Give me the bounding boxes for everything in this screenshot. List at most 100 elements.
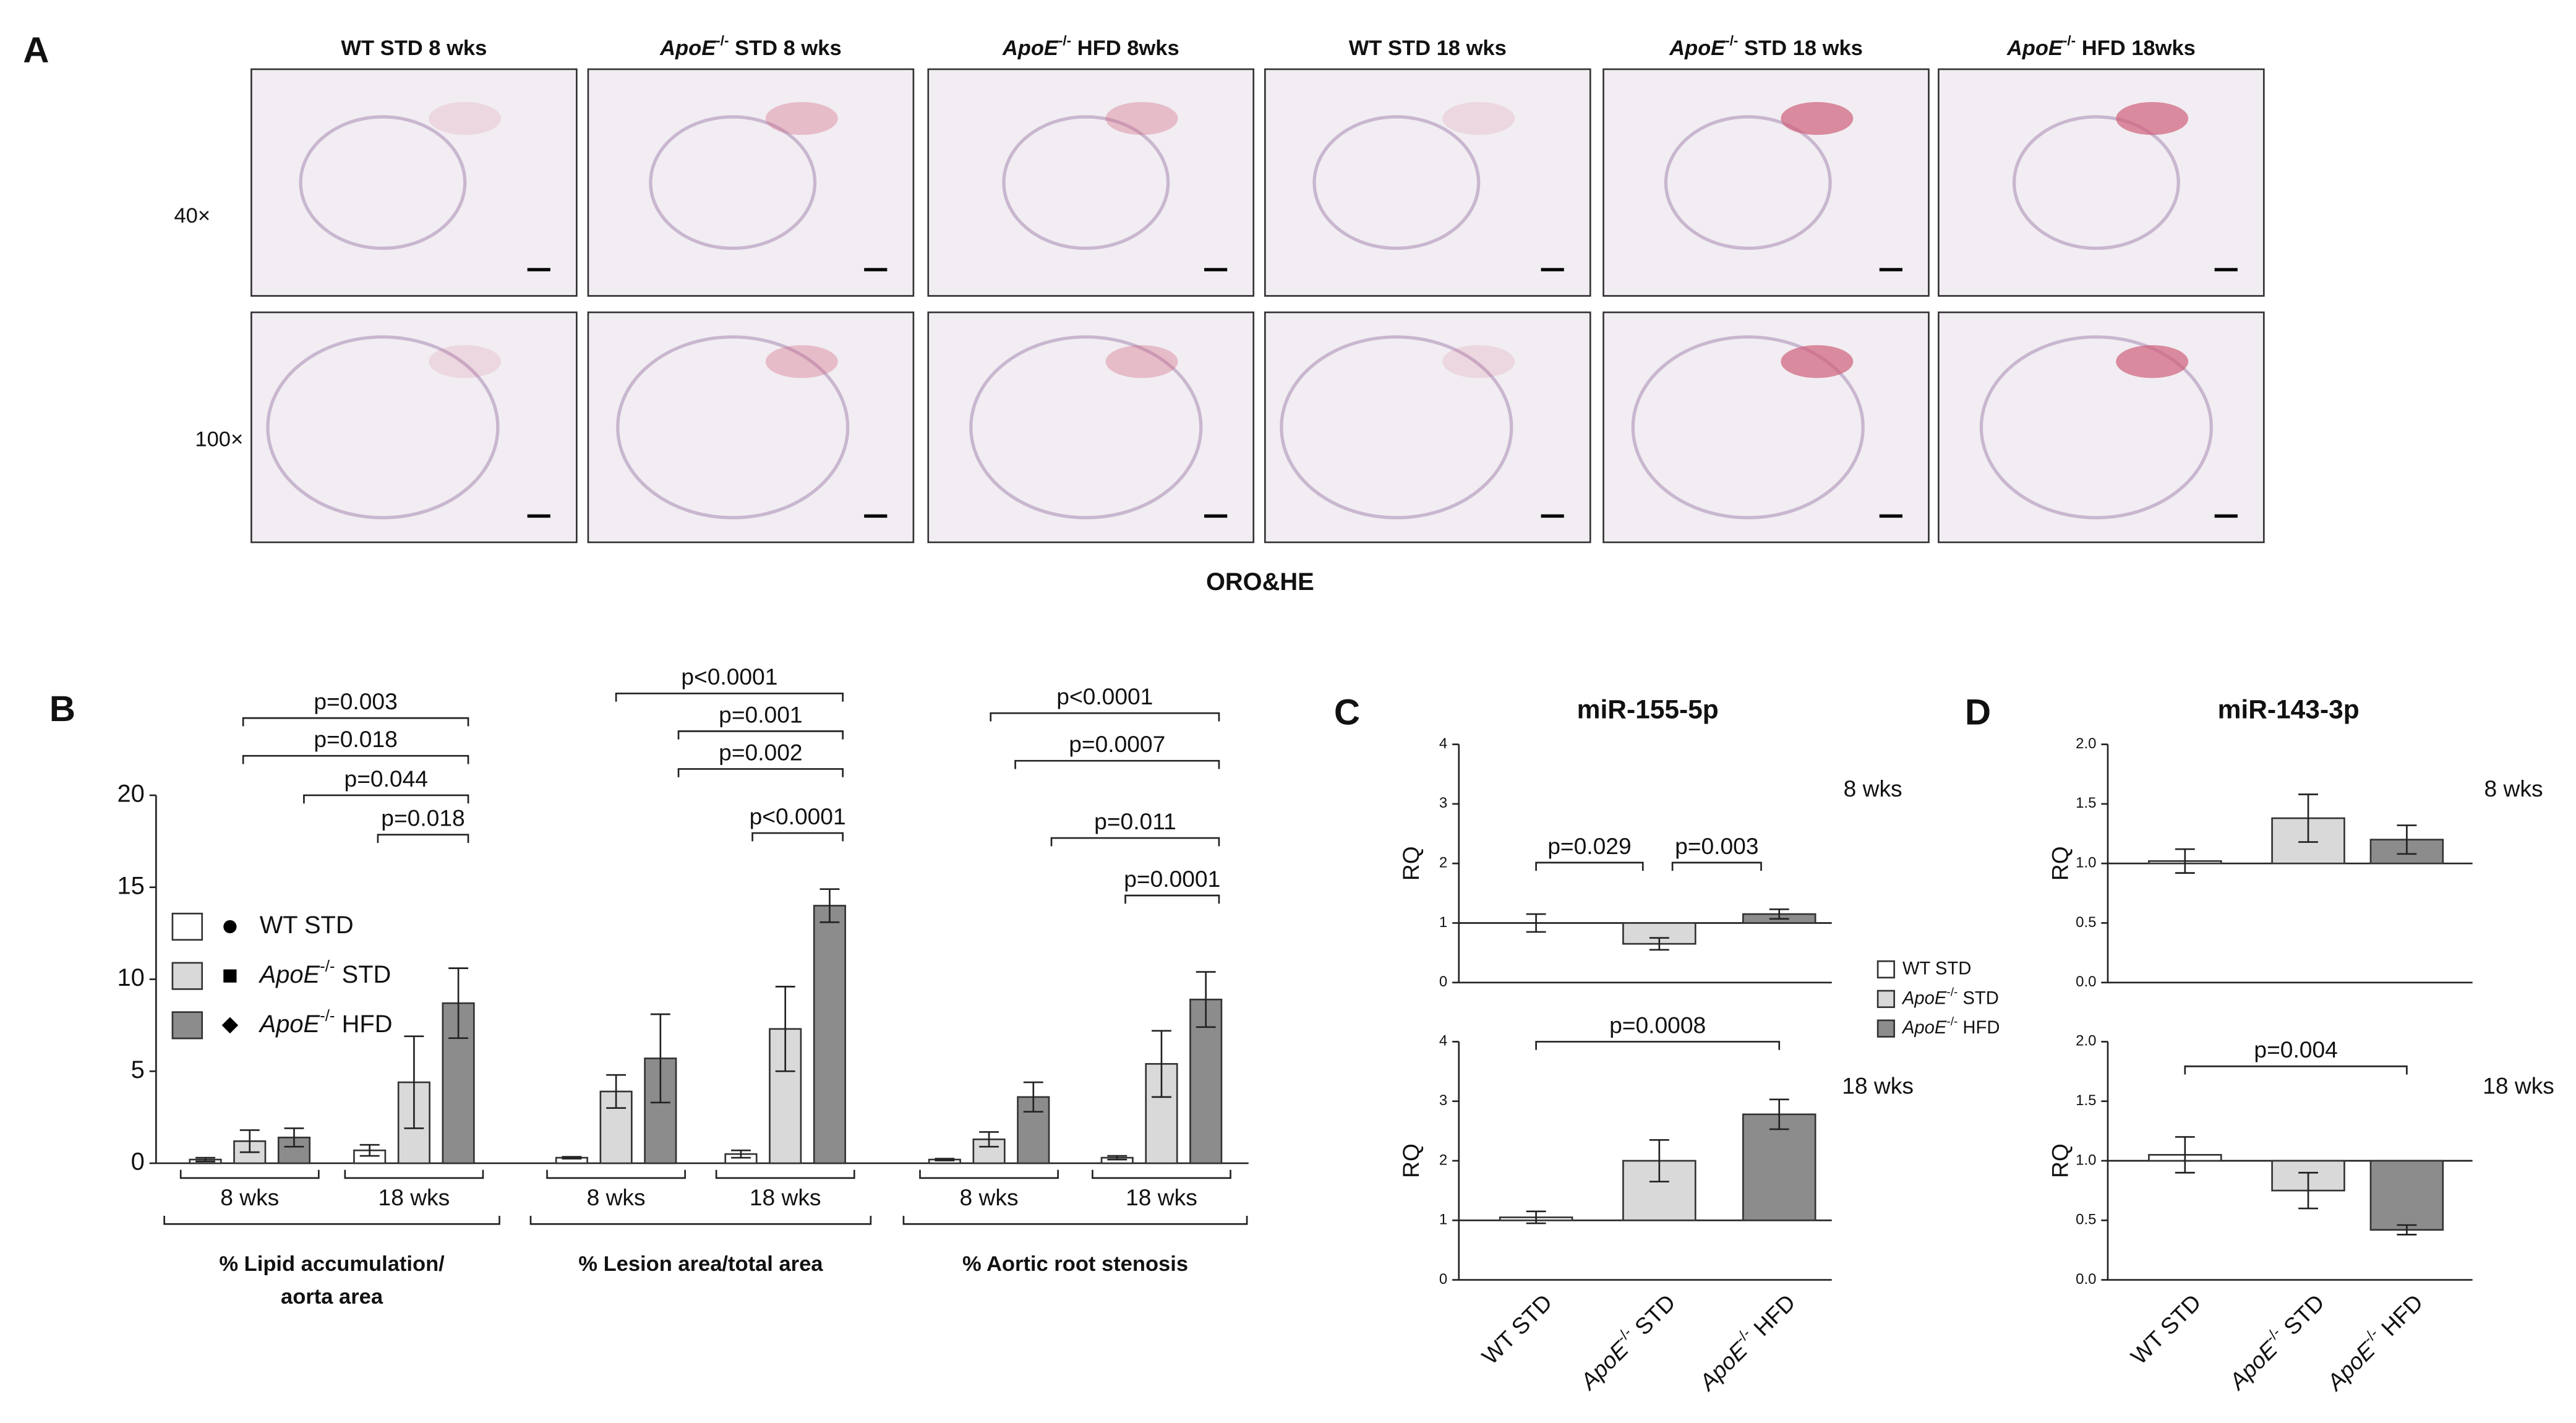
bar xyxy=(2369,1160,2444,1231)
significance-label: p=0.0007 xyxy=(1069,731,1165,757)
y-tick-label: 0.5 xyxy=(2076,1211,2096,1228)
significance-label: p=0.0001 xyxy=(1124,866,1220,892)
micrograph xyxy=(587,68,915,297)
significance-label: p<0.0001 xyxy=(1056,683,1153,709)
x-tick-label: ApoE-/- STD xyxy=(2222,1288,2329,1395)
subgroup-bracket xyxy=(919,1169,1059,1179)
legend-swatch xyxy=(171,1011,203,1040)
micrograph xyxy=(250,68,578,297)
y-tick-label: 4 xyxy=(1439,1033,1447,1049)
x-tick-label: ApoE-/- HFD xyxy=(2319,1288,2428,1396)
tissue xyxy=(1664,115,1832,250)
legend-swatch xyxy=(171,962,203,990)
micrograph xyxy=(1938,311,2265,544)
micrograph xyxy=(587,311,915,544)
y-tick-label: 1 xyxy=(1439,1211,1447,1228)
chart-title: miR-155-5p xyxy=(1577,696,1719,725)
group-label: % Lesion area/total area xyxy=(578,1252,823,1276)
significance-bracket xyxy=(242,754,469,764)
bar xyxy=(813,905,846,1164)
significance-label: p=0.011 xyxy=(1094,808,1176,834)
group-bracket xyxy=(902,1215,1248,1225)
lipid-stain xyxy=(1105,345,1178,378)
x-tick-label: 18 wks xyxy=(379,1184,450,1210)
legend-swatch xyxy=(1876,1019,1895,1038)
legend-swatch xyxy=(171,912,203,941)
x-tick-label: 8 wks xyxy=(587,1184,646,1210)
y-tick-label: 1.5 xyxy=(2076,1092,2096,1109)
significance-bracket xyxy=(990,712,1220,722)
subgroup-bracket xyxy=(546,1169,686,1179)
y-tick-label: 1.0 xyxy=(2076,855,2096,871)
y-axis-label: RQ xyxy=(2047,846,2073,881)
y-tick-label: 15 xyxy=(117,872,144,899)
significance-label: p<0.0001 xyxy=(681,664,777,690)
tissue xyxy=(616,335,850,519)
lipid-stain xyxy=(1781,102,1854,135)
micrograph xyxy=(250,311,578,544)
lipid-stain xyxy=(1105,102,1178,135)
tissue xyxy=(1979,335,2213,519)
subgroup-bracket xyxy=(1092,1169,1231,1179)
tissue xyxy=(649,115,817,250)
significance-label: p=0.029 xyxy=(1547,833,1631,859)
significance-label: p=0.003 xyxy=(314,688,397,714)
significance-label: p=0.0008 xyxy=(1609,1012,1706,1038)
legend-swatch xyxy=(1876,989,1895,1008)
micrograph xyxy=(927,311,1255,544)
significance-bracket xyxy=(677,730,844,740)
y-tick-label: 10 xyxy=(117,964,144,991)
significance-bracket xyxy=(1014,759,1220,769)
legend-marker xyxy=(223,969,237,983)
micrograph xyxy=(1603,68,1930,297)
subgroup-bracket xyxy=(344,1169,484,1179)
y-tick-label: 1 xyxy=(1439,914,1447,931)
column-header: ApoE-/- STD 8 wks xyxy=(659,33,842,60)
chart-subtitle: 8 wks xyxy=(2484,776,2543,801)
row-label: 40× xyxy=(174,204,210,228)
legend-label: ApoE-/- STD xyxy=(1901,986,1999,1008)
significance-label: p=0.004 xyxy=(2254,1036,2337,1062)
significance-label: p=0.018 xyxy=(314,726,397,752)
group-bracket xyxy=(529,1215,872,1225)
lipid-stain xyxy=(1781,345,1854,378)
significance-bracket xyxy=(1671,861,1762,871)
panel-label: C xyxy=(1334,692,1360,732)
lipid-stain xyxy=(1442,345,1515,378)
y-axis-label: RQ xyxy=(1398,1143,1424,1178)
micrograph xyxy=(1264,311,1591,544)
legend-label: WT STD xyxy=(1902,959,1971,978)
chart-subtitle: 8 wks xyxy=(1844,776,1902,801)
significance-label: p=0.003 xyxy=(1675,833,1758,859)
y-tick-label: 20 xyxy=(117,780,144,808)
legend-label: ApoE-/- STD xyxy=(259,958,392,988)
y-tick-label: 0 xyxy=(131,1148,145,1176)
y-tick-label: 2 xyxy=(1439,1152,1447,1168)
significance-label: p=0.044 xyxy=(344,766,428,792)
significance-label: p=0.018 xyxy=(381,805,464,831)
y-axis-label: RQ xyxy=(1398,846,1424,881)
legend-label: WT STD xyxy=(260,912,354,939)
significance-bracket xyxy=(2184,1065,2408,1075)
significance-label: p<0.0001 xyxy=(750,803,846,829)
tissue xyxy=(2012,115,2180,250)
column-header: ApoE-/- STD 18 wks xyxy=(1669,33,1863,60)
x-tick-label: ApoE-/- STD xyxy=(1572,1288,1680,1395)
y-tick-label: 1.0 xyxy=(2076,1152,2096,1168)
subgroup-bracket xyxy=(715,1169,855,1179)
y-tick-label: 0.5 xyxy=(2076,914,2096,931)
group-label: % Lipid accumulation/ xyxy=(219,1252,445,1276)
y-tick-label: 4 xyxy=(1439,735,1447,752)
y-tick-label: 0 xyxy=(1439,1271,1447,1288)
group-label: % Aortic root stenosis xyxy=(962,1252,1188,1276)
x-tick-label: WT STD xyxy=(1476,1289,1557,1369)
micrograph xyxy=(1603,311,1930,544)
tissue xyxy=(1280,335,1513,519)
tissue xyxy=(1312,115,1481,250)
column-header: ApoE-/- HFD 18wks xyxy=(2006,33,2196,60)
tissue xyxy=(969,335,1203,519)
y-tick-label: 1.5 xyxy=(2076,795,2096,811)
y-tick-label: 2.0 xyxy=(2076,735,2096,752)
x-tick-label: 8 wks xyxy=(960,1184,1019,1210)
